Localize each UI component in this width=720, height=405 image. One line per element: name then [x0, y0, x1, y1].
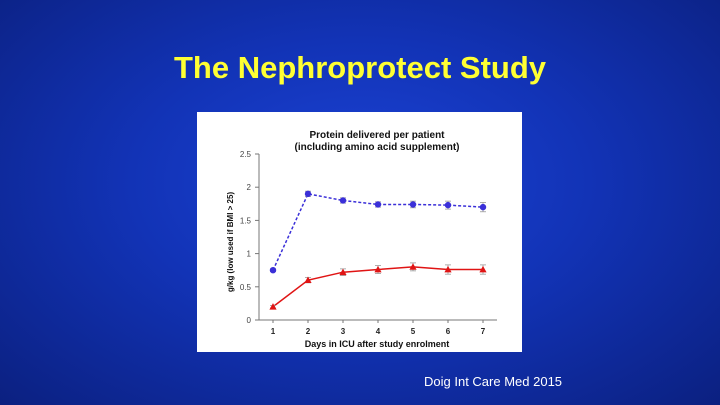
- y-tick-label: 2: [247, 183, 252, 192]
- y-axis-label: g/kg (low used if BMI > 25): [226, 192, 235, 293]
- y-tick-label: 2.5: [240, 150, 252, 159]
- control-point: [339, 268, 347, 276]
- x-tick-label: 7: [481, 327, 486, 336]
- y-tick-label: 1: [247, 250, 252, 259]
- x-tick-label: 5: [411, 327, 416, 336]
- intervention-point: [444, 201, 452, 209]
- x-tick-label: 6: [446, 327, 451, 336]
- intervention-point: [374, 201, 382, 208]
- x-axis-label: Days in ICU after study enrolment: [305, 339, 450, 349]
- y-tick-label: 0: [247, 316, 252, 325]
- x-tick-label: 4: [376, 327, 381, 336]
- intervention-point: [304, 190, 312, 198]
- protein-delivery-chart: Protein delivered per patient (including…: [226, 130, 497, 349]
- x-tick-label: 2: [306, 327, 311, 336]
- chart-figure: Protein delivered per patient (including…: [197, 112, 522, 352]
- slide-title: The Nephroprotect Study: [173, 50, 546, 85]
- y-tick-label: 1.5: [240, 216, 252, 225]
- chart-title-line-1: Protein delivered per patient: [309, 130, 445, 141]
- x-tick-label: 1: [271, 327, 276, 336]
- control-point: [374, 265, 382, 273]
- chart-marks: [269, 190, 487, 310]
- control-point: [479, 265, 487, 273]
- control-point: [269, 303, 277, 310]
- chart-title-line-2: (including amino acid supplement): [294, 142, 459, 153]
- control-point: [304, 276, 312, 284]
- intervention-point: [339, 197, 347, 204]
- x-tick-label: 3: [341, 327, 346, 336]
- y-tick-label: 0.5: [240, 283, 252, 292]
- intervention-point: [409, 201, 417, 208]
- intervention-point: [269, 267, 277, 274]
- intervention-point: [479, 203, 487, 211]
- citation: Doig Int Care Med 2015: [424, 374, 563, 389]
- control-point: [444, 265, 452, 273]
- chart-axes: 0 0.5 1 1.5 2 2.5 1 2 3 4 5 6 7: [240, 150, 497, 336]
- control-point: [409, 263, 417, 270]
